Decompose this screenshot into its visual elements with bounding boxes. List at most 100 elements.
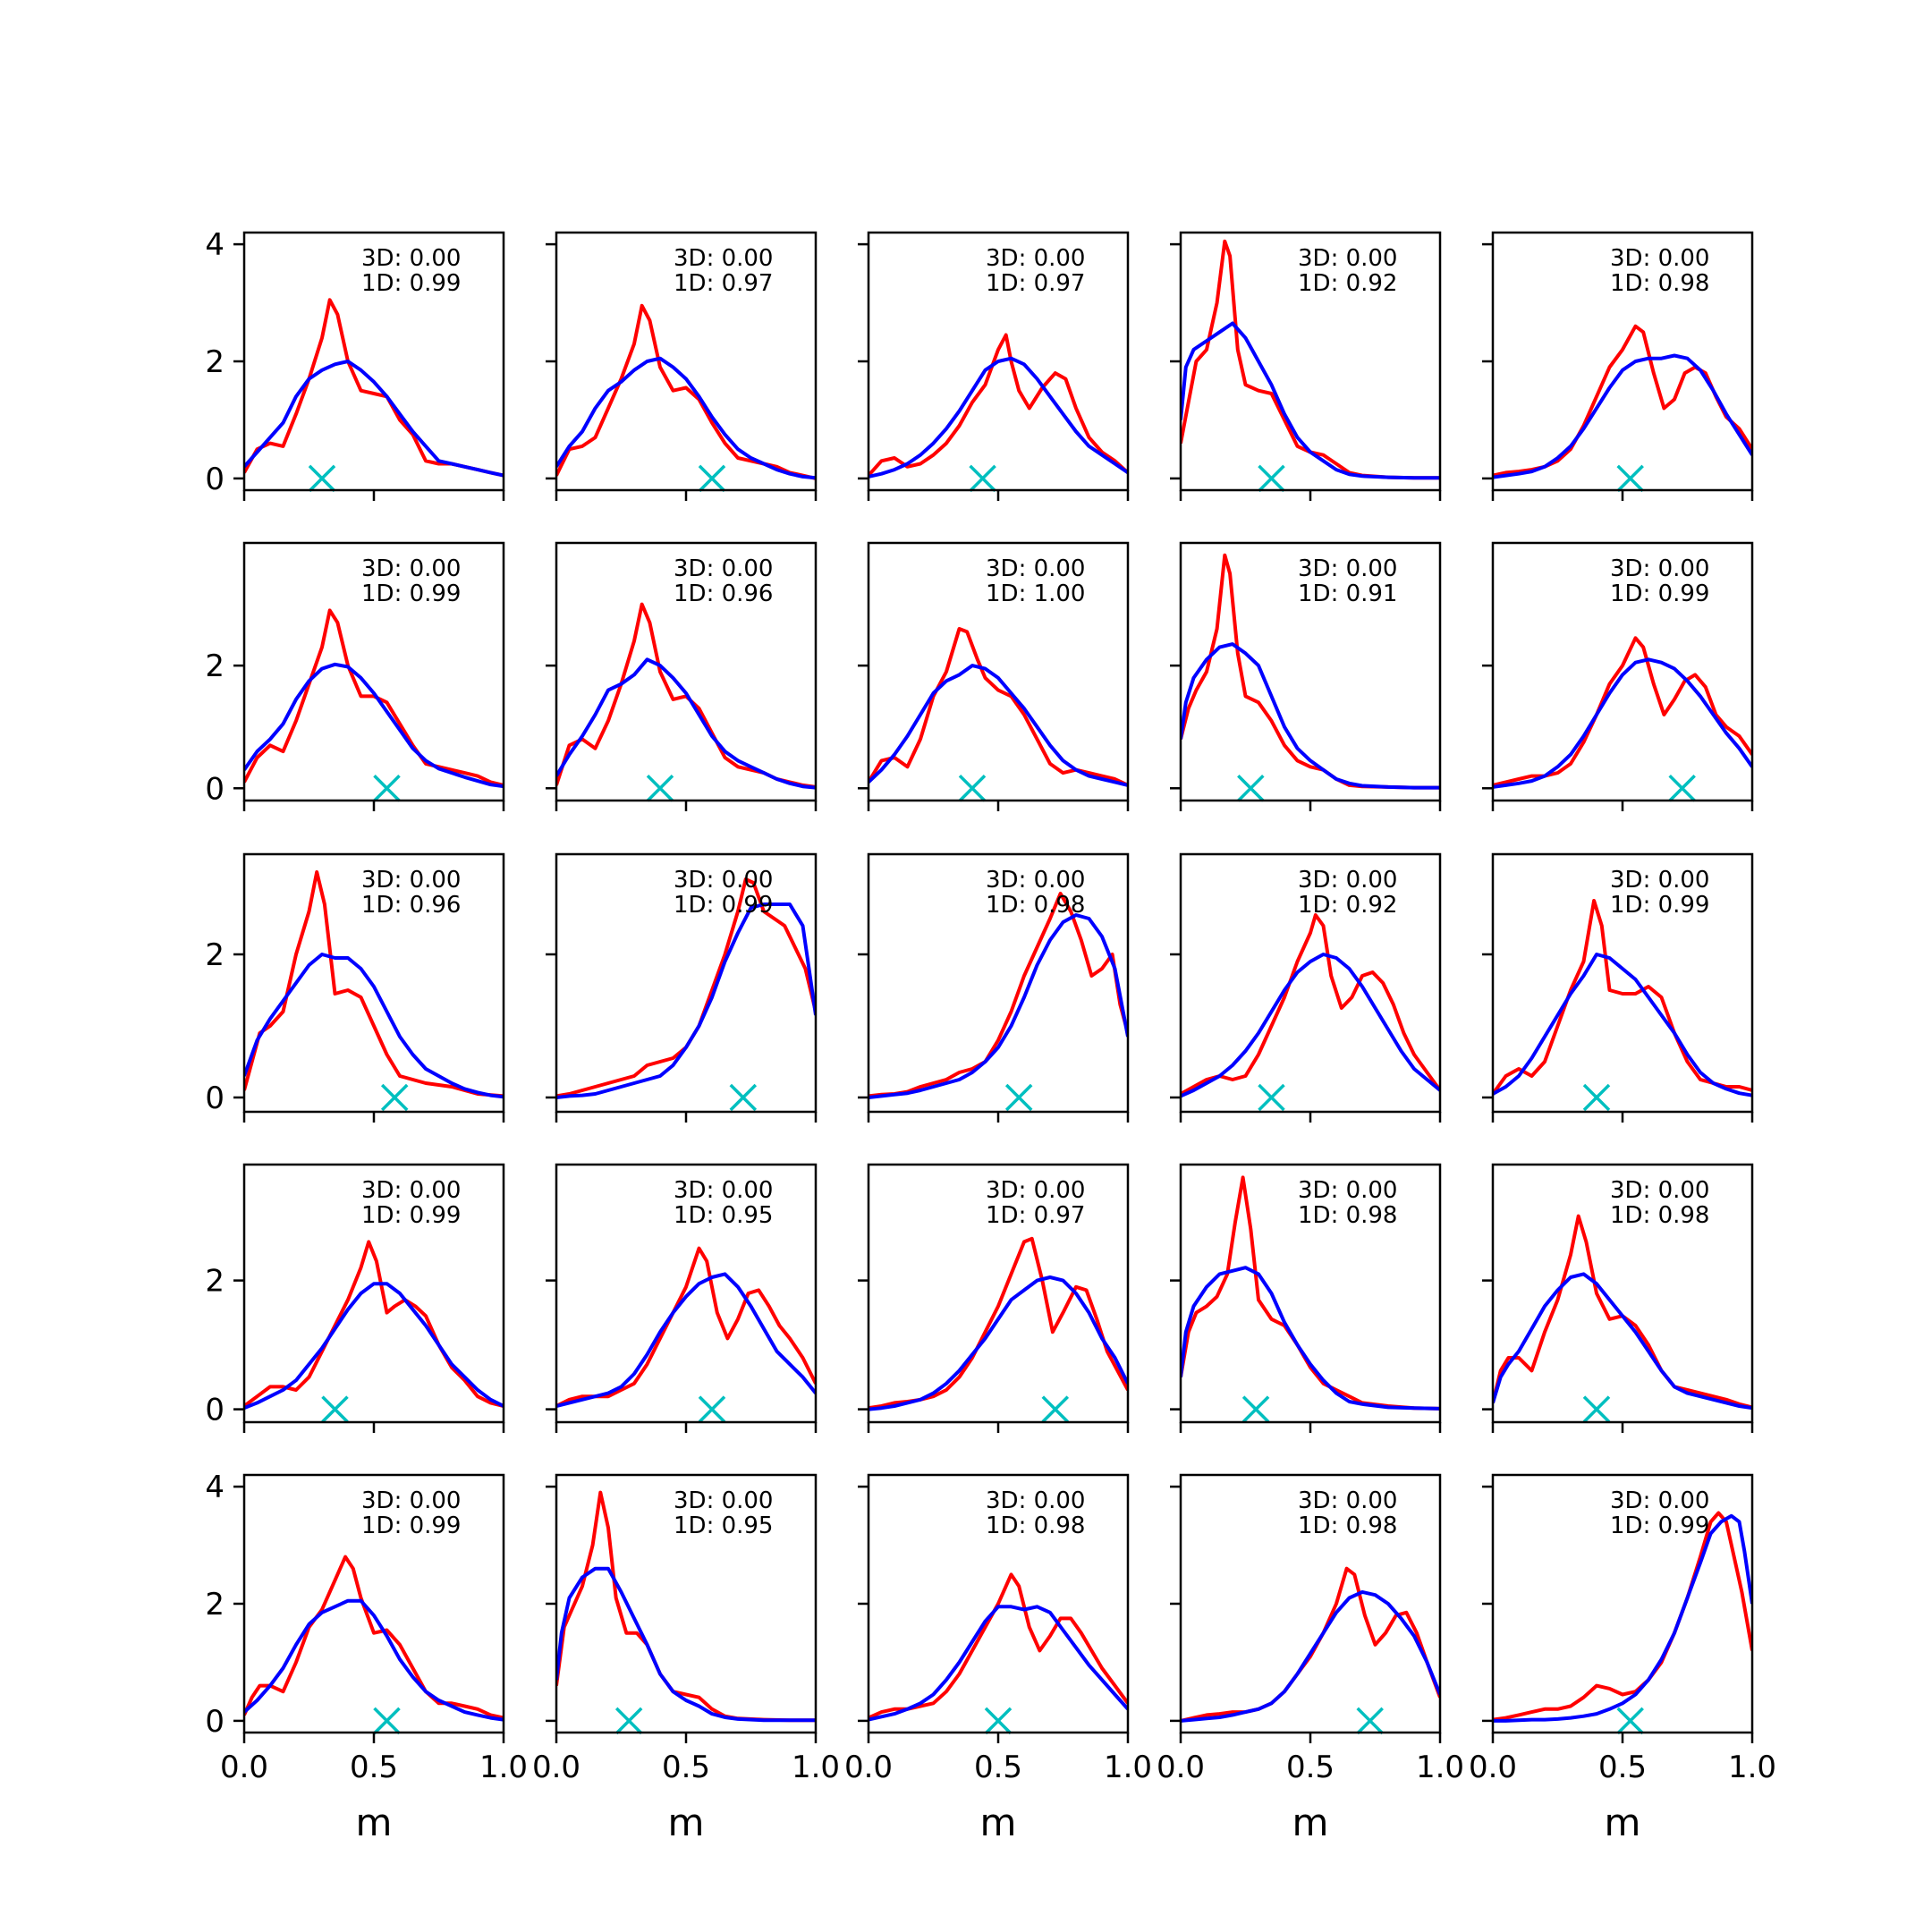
y-tick-label: 2 xyxy=(205,937,225,973)
annotation-3d: 3D: 0.00 xyxy=(674,1177,773,1204)
x-tick-label: 0.5 xyxy=(1286,1750,1335,1785)
annotation-1d: 1D: 0.95 xyxy=(674,1513,773,1539)
cyan-x-marker xyxy=(1258,464,1285,493)
plot-area xyxy=(556,233,816,490)
annotation-1d: 1D: 0.98 xyxy=(1610,270,1709,297)
y-tick-label: 2 xyxy=(205,1587,225,1623)
cyan-x-marker xyxy=(698,464,726,493)
annotation-1d: 1D: 0.99 xyxy=(674,892,773,919)
blue-density-line xyxy=(556,1272,816,1408)
annotation-3d: 3D: 0.00 xyxy=(1610,867,1709,894)
red-density-line xyxy=(556,1246,816,1408)
annotation-1d: 1D: 0.98 xyxy=(1298,1513,1397,1539)
red-density-line xyxy=(1181,1175,1440,1411)
blue-density-line xyxy=(1181,321,1440,480)
y-tick-label: 2 xyxy=(205,1264,225,1300)
annotation-1d: 1D: 0.92 xyxy=(1298,270,1397,297)
plot-area xyxy=(1181,1165,1440,1422)
annotation-1d: 1D: 0.95 xyxy=(674,1202,773,1229)
red-density-line xyxy=(1181,913,1440,1096)
blue-density-line xyxy=(556,356,816,480)
plot-area xyxy=(1493,1165,1752,1422)
annotation-3d: 3D: 0.00 xyxy=(361,867,461,894)
plot-area xyxy=(1181,1475,1440,1733)
plot-area xyxy=(1493,543,1752,801)
x-axis-label: m xyxy=(1292,1801,1329,1844)
blue-density-line xyxy=(556,657,816,790)
y-tick-label: 2 xyxy=(205,344,225,380)
red-density-line xyxy=(1493,1214,1752,1410)
annotation-1d: 1D: 0.97 xyxy=(986,1202,1085,1229)
annotation-1d: 1D: 0.98 xyxy=(986,892,1085,919)
annotation-1d: 1D: 0.99 xyxy=(1610,892,1709,919)
cyan-x-marker xyxy=(321,1395,349,1423)
cyan-x-marker xyxy=(984,1707,1013,1735)
annotation-3d: 3D: 0.00 xyxy=(674,555,773,582)
blue-density-line xyxy=(1493,353,1752,479)
annotation-1d: 1D: 0.99 xyxy=(1610,580,1709,607)
plot-area xyxy=(556,1475,816,1733)
plot-area xyxy=(1181,543,1440,801)
blue-density-line xyxy=(869,664,1128,787)
plot-area xyxy=(1493,1475,1752,1733)
cyan-x-marker xyxy=(1258,1083,1285,1112)
x-tick-label: 1.0 xyxy=(479,1750,528,1785)
cyan-x-marker xyxy=(373,775,401,802)
annotation-3d: 3D: 0.00 xyxy=(1610,555,1709,582)
blue-density-line xyxy=(244,953,504,1099)
blue-density-line xyxy=(556,1566,816,1723)
blue-density-line xyxy=(1493,1272,1752,1411)
red-density-line xyxy=(1493,1511,1752,1722)
annotation-1d: 1D: 0.98 xyxy=(1298,1202,1397,1229)
annotation-1d: 1D: 0.99 xyxy=(361,270,461,297)
x-tick-label: 1.0 xyxy=(1104,1750,1152,1785)
cyan-x-marker xyxy=(958,775,987,802)
annotation-1d: 1D: 0.98 xyxy=(1610,1202,1709,1229)
blue-density-line xyxy=(1181,953,1440,1098)
annotation-3d: 3D: 0.00 xyxy=(361,555,461,582)
plot-area xyxy=(556,854,816,1112)
blue-density-line xyxy=(1181,1266,1440,1411)
annotation-1d: 1D: 0.99 xyxy=(361,580,461,607)
plot-area xyxy=(244,1475,504,1733)
x-axis-label: m xyxy=(668,1801,705,1844)
blue-density-line xyxy=(1181,1589,1440,1723)
plot-area xyxy=(869,1165,1128,1422)
x-axis-label: m xyxy=(980,1801,1017,1844)
cyan-x-marker xyxy=(729,1083,758,1112)
cyan-x-marker xyxy=(614,1707,643,1735)
x-tick-label: 0.0 xyxy=(220,1750,268,1785)
annotation-3d: 3D: 0.00 xyxy=(361,1177,461,1204)
blue-density-line xyxy=(1493,657,1752,789)
x-axis-label: m xyxy=(1605,1801,1641,1844)
y-tick-label: 0 xyxy=(205,1393,225,1428)
x-tick-label: 0.5 xyxy=(662,1750,710,1785)
cyan-x-marker xyxy=(1241,1395,1270,1423)
plot-area xyxy=(556,543,816,801)
cyan-x-marker xyxy=(969,464,996,493)
annotation-3d: 3D: 0.00 xyxy=(986,1177,1085,1204)
x-tick-label: 0.0 xyxy=(1157,1750,1205,1785)
annotation-1d: 1D: 0.91 xyxy=(1298,580,1397,607)
cyan-x-marker xyxy=(1616,464,1644,493)
blue-density-line xyxy=(869,1605,1128,1722)
annotation-3d: 3D: 0.00 xyxy=(674,867,773,894)
cyan-x-marker xyxy=(1582,1083,1611,1112)
cyan-x-marker xyxy=(308,464,336,493)
blue-density-line xyxy=(869,356,1128,479)
annotation-1d: 1D: 0.97 xyxy=(674,270,773,297)
